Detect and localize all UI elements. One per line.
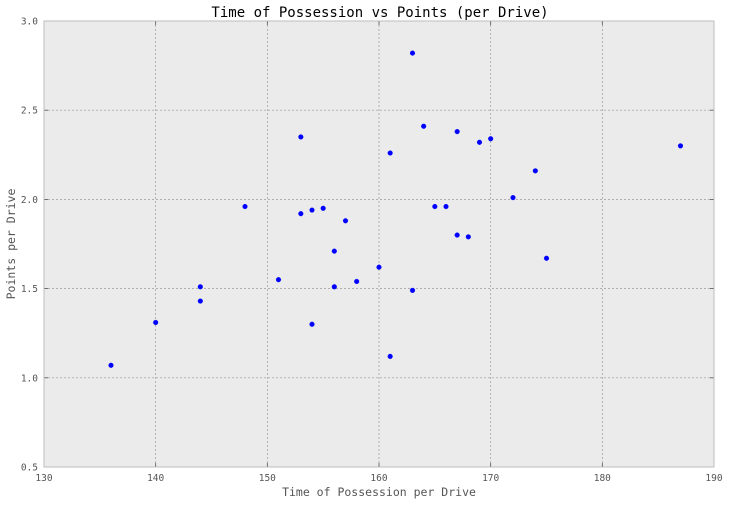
plot-frame	[43, 20, 715, 468]
data-point	[108, 362, 114, 368]
data-point	[354, 278, 360, 285]
y-tick-label: 0.5	[21, 463, 38, 474]
data-point	[532, 168, 538, 174]
x-tick-labels: 130 140 150 160 170 180 190	[35, 473, 722, 484]
data-point	[376, 264, 382, 270]
x-tick-label: 190	[705, 473, 722, 484]
y-tick-label: 2.5	[21, 106, 38, 117]
data-point	[320, 205, 326, 211]
data-point	[677, 143, 684, 149]
y-tick-label: 1.0	[21, 373, 38, 384]
y-tick-label: 1.5	[21, 284, 38, 295]
x-tick-label: 170	[482, 473, 499, 484]
data-point	[309, 207, 315, 213]
y-tick-labels: 0.5 1.0 1.5 2.0 2.5 3.0	[21, 17, 38, 474]
data-point	[275, 277, 282, 283]
y-tick-label: 3.0	[21, 17, 38, 28]
data-point	[153, 319, 159, 326]
data-point	[387, 353, 393, 359]
plot-area	[44, 21, 714, 467]
data-point	[342, 218, 349, 224]
data-point	[298, 134, 304, 140]
x-tick-label: 150	[259, 473, 276, 484]
y-axis-label: Points per Drive	[4, 189, 18, 300]
data-point	[443, 203, 449, 210]
data-point	[331, 284, 337, 290]
data-point	[309, 321, 315, 327]
data-point	[421, 123, 427, 129]
data-point	[331, 248, 337, 254]
data-point	[476, 139, 483, 145]
x-tick-label: 160	[370, 473, 387, 484]
data-point	[454, 129, 460, 135]
data-point	[242, 203, 248, 210]
data-point	[543, 255, 550, 261]
chart-title: Time of Possession vs Points (per Drive)	[211, 5, 548, 21]
data-point	[510, 195, 516, 201]
data-point	[387, 150, 393, 156]
data-point	[465, 234, 471, 240]
data-point	[298, 211, 304, 217]
x-tick-label: 180	[594, 473, 611, 484]
data-point	[197, 284, 203, 290]
x-axis-label: Time of Possession per Drive	[282, 485, 476, 499]
data-point	[409, 287, 416, 293]
data-points	[108, 50, 684, 368]
data-point	[432, 203, 438, 210]
x-tick-label: 140	[147, 473, 164, 484]
data-point	[454, 232, 460, 238]
y-tick-label: 2.0	[21, 195, 38, 206]
x-tick-label: 130	[35, 473, 52, 484]
data-point	[488, 136, 494, 142]
data-point	[197, 298, 203, 304]
data-point	[409, 50, 416, 56]
